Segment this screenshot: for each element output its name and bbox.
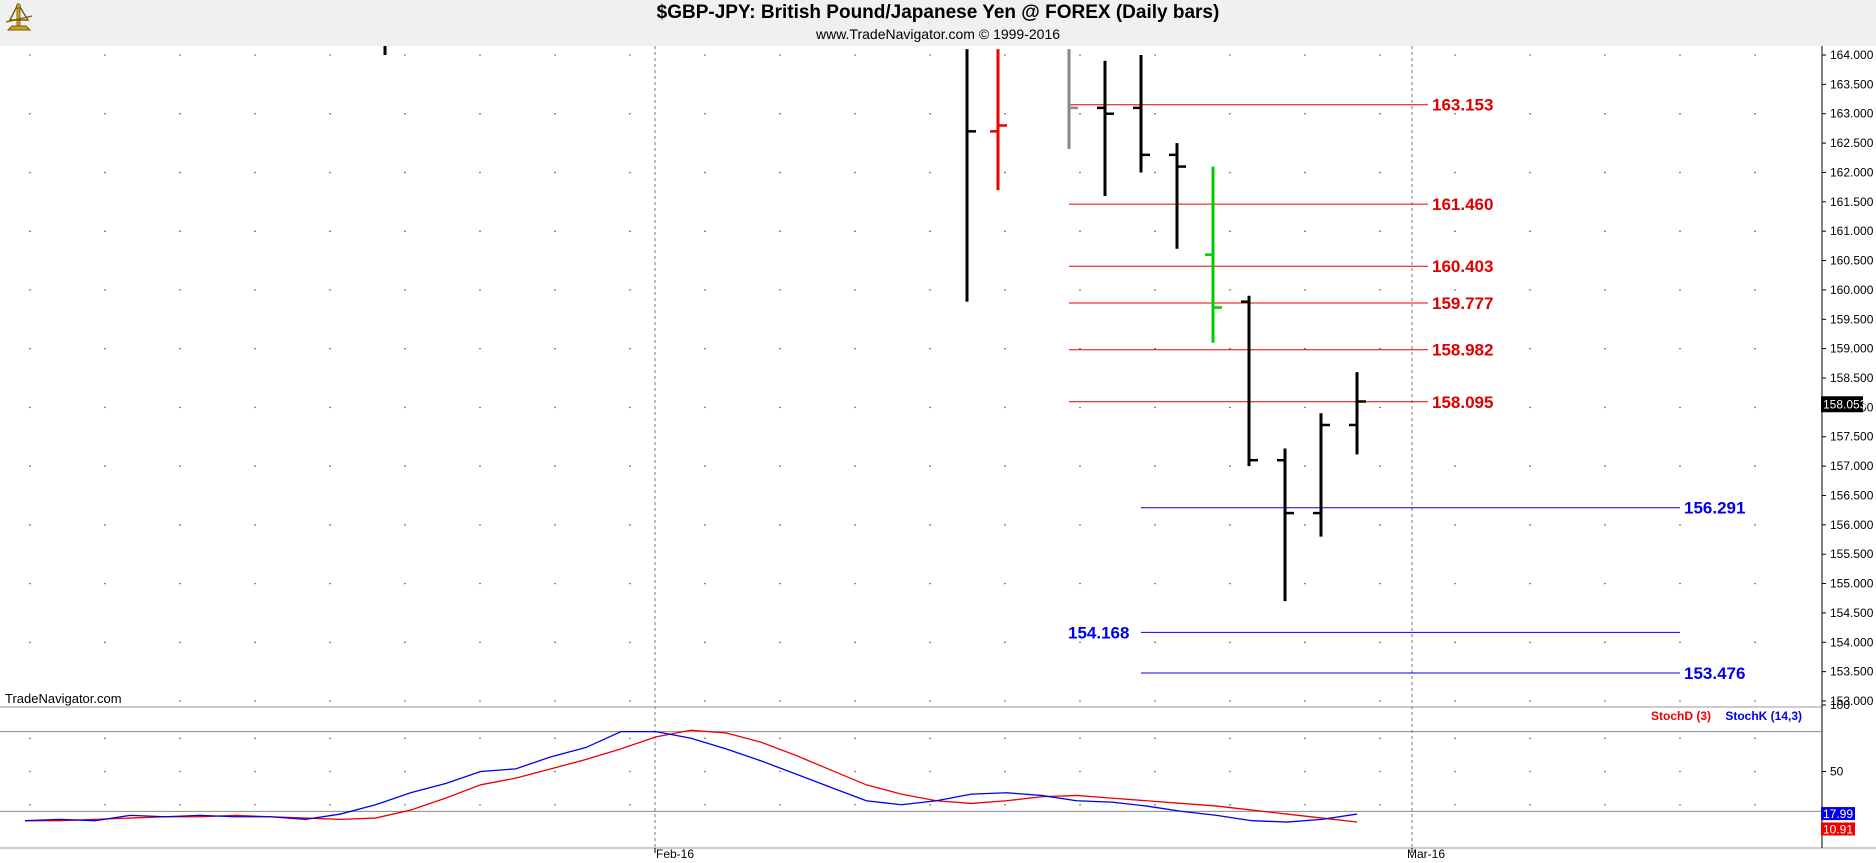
price-tick-label: 159.500 bbox=[1830, 312, 1874, 326]
price-tick-label: 159.000 bbox=[1830, 342, 1874, 356]
price-tick-label: 154.500 bbox=[1830, 606, 1874, 620]
price-tick-label: 164.000 bbox=[1830, 48, 1874, 62]
stoch-k-value: 17.99 bbox=[1823, 807, 1853, 821]
price-tick-label: 156.000 bbox=[1830, 518, 1874, 532]
last-price-label: 158.053 bbox=[1823, 397, 1867, 411]
level-label-161.460: 161.460 bbox=[1432, 195, 1493, 214]
level-label-158.982: 158.982 bbox=[1432, 341, 1493, 360]
date-label: Feb-16 bbox=[656, 847, 694, 861]
level-label-156.291: 156.291 bbox=[1684, 499, 1745, 518]
stoch-d-value-box bbox=[1821, 822, 1855, 836]
chart-subtitle: www.TradeNavigator.com © 1999-2016 bbox=[815, 26, 1061, 42]
date-label: Mar-16 bbox=[1407, 847, 1445, 861]
stoch-d-line bbox=[25, 729, 1358, 823]
level-label-154.168: 154.168 bbox=[1068, 623, 1129, 642]
price-tick-label: 162.000 bbox=[1830, 165, 1874, 179]
date-axis: Feb-16 Mar-16 bbox=[654, 847, 1445, 861]
stoch-k-line bbox=[24, 730, 1358, 823]
level-label-158.095: 158.095 bbox=[1432, 393, 1493, 412]
chart-header: $GBP-JPY: British Pound/Japanese Yen @ F… bbox=[0, 0, 1876, 46]
price-tick-label: 163.500 bbox=[1830, 77, 1874, 91]
price-tick-label: 162.500 bbox=[1830, 136, 1874, 150]
price-tick-label: 161.500 bbox=[1830, 195, 1874, 209]
price-tick-label: 155.500 bbox=[1830, 547, 1874, 561]
last-price-box bbox=[1821, 396, 1863, 413]
stoch-k-value-box bbox=[1821, 807, 1855, 821]
price-tick-label: 157.500 bbox=[1830, 430, 1874, 444]
price-tick-label: 153.500 bbox=[1830, 665, 1874, 679]
price-tick-label: 157.000 bbox=[1830, 459, 1874, 473]
level-label-163.153: 163.153 bbox=[1432, 96, 1493, 115]
stoch-d-value: 10.91 bbox=[1823, 822, 1853, 836]
grid bbox=[0, 46, 1876, 849]
stoch-tick-label: 50 bbox=[1830, 765, 1844, 779]
watermark-text: TradeNavigator.com bbox=[5, 691, 122, 706]
ohlc-bars bbox=[383, 46, 1366, 602]
price-tick-label: 156.500 bbox=[1830, 488, 1874, 502]
price-tick-label: 158.500 bbox=[1830, 371, 1874, 385]
price-tick-label: 153.000 bbox=[1830, 694, 1874, 708]
level-label-159.777: 159.777 bbox=[1432, 294, 1493, 313]
price-tick-label: 154.000 bbox=[1830, 635, 1874, 649]
stoch-d-legend: StochD (3) bbox=[1651, 709, 1711, 723]
price-tick-label: 160.500 bbox=[1830, 254, 1874, 268]
chart-title: $GBP-JPY: British Pound/Japanese Yen @ F… bbox=[656, 2, 1220, 23]
stoch-tick-label: 100 bbox=[1830, 698, 1850, 712]
price-tick-label: 163.000 bbox=[1830, 107, 1874, 121]
trade-navigator-logo bbox=[2, 2, 36, 39]
price-tick-label: 161.000 bbox=[1830, 224, 1874, 238]
stoch-k-legend: StochK (14,3) bbox=[1725, 709, 1802, 723]
price-tick-label: 160.000 bbox=[1830, 283, 1874, 297]
retracement-levels: 163.153 161.460 160.403 159.777 158.982 158.0… bbox=[1068, 96, 1745, 683]
price-axis: 164.000 163.500 163.000 162.500 162.000 161.5… bbox=[1821, 46, 1874, 848]
price-tick-label: 155.000 bbox=[1830, 577, 1874, 591]
level-label-160.403: 160.403 bbox=[1432, 257, 1493, 276]
level-label-153.476: 153.476 bbox=[1684, 664, 1745, 683]
